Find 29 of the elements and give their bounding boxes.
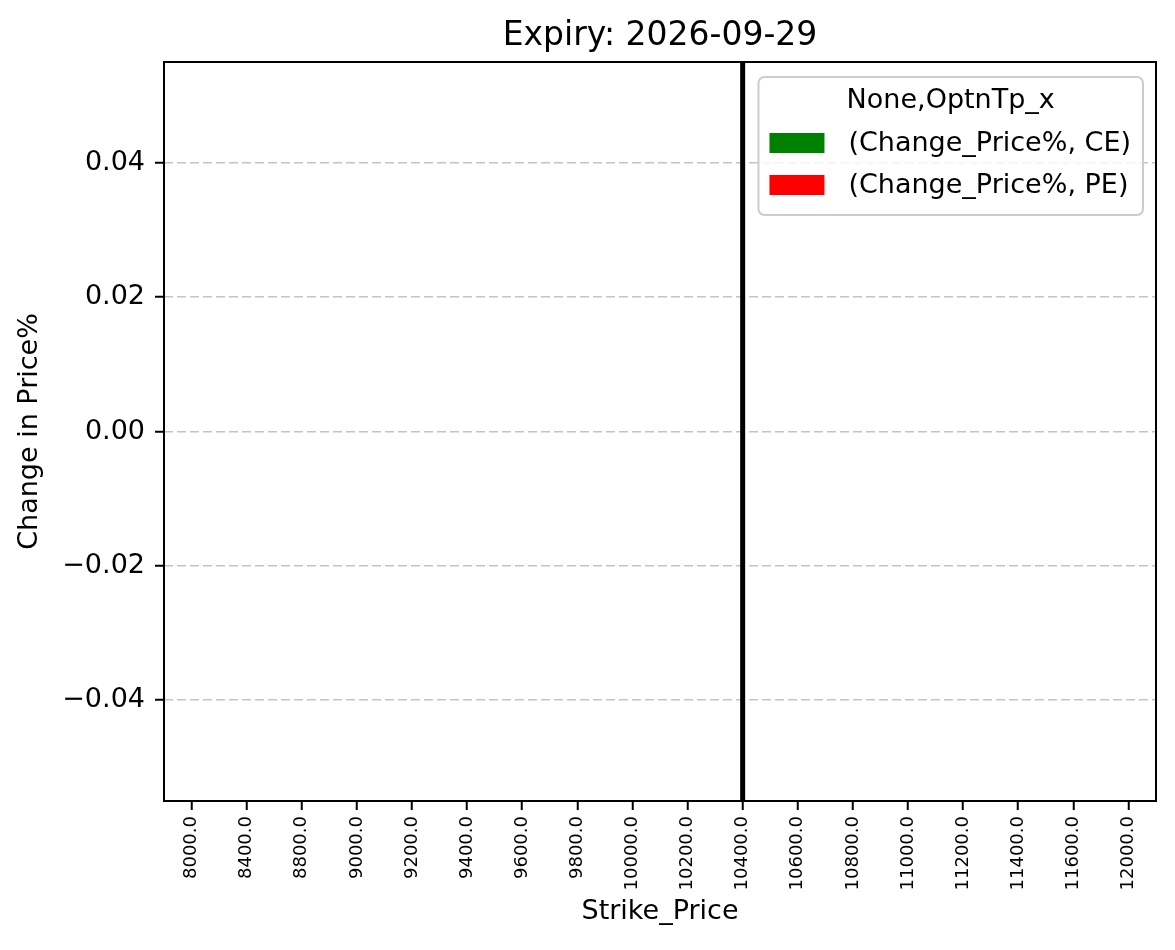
chart-title: Expiry: 2026-09-29: [502, 13, 818, 53]
x-tick-label: 10200.0: [675, 816, 697, 891]
x-tick-label: 10000.0: [620, 816, 642, 891]
x-tick-label: 9600.0: [509, 816, 531, 879]
x-tick-label: 9400.0: [454, 816, 476, 879]
x-tick-label: 11200.0: [950, 816, 972, 891]
x-tick-label: 9000.0: [344, 816, 366, 879]
x-tick-label: 11000.0: [895, 816, 917, 891]
x-tick-label: 8800.0: [289, 816, 311, 879]
legend-label: (Change_Price%, PE): [848, 168, 1129, 200]
x-axis-title: Strike_Price: [581, 893, 739, 925]
legend-title: None,OptnTp_x: [846, 83, 1055, 115]
y-axis-title: Change in Price%: [12, 313, 44, 550]
y-tick-label: −0.02: [62, 547, 145, 579]
x-tick-label: 12000.0: [1116, 816, 1138, 891]
x-tick-label: 8000.0: [179, 816, 201, 879]
legend-label: (Change_Price%, CE): [848, 126, 1132, 158]
y-tick-label: 0.02: [84, 279, 145, 311]
x-tick-label: 11400.0: [1005, 816, 1027, 891]
x-tick-label: 10400.0: [730, 816, 752, 891]
x-tick-label: 9800.0: [565, 816, 587, 879]
y-tick-label: 0.04: [84, 144, 145, 176]
x-tick-label: 8400.0: [234, 816, 256, 879]
x-tick-label: 9200.0: [399, 816, 421, 879]
y-tick-label: 0.00: [84, 413, 145, 445]
x-tick-label: 10800.0: [840, 816, 862, 891]
x-tick-label: 10600.0: [785, 816, 807, 891]
x-tick-label: 11600.0: [1061, 816, 1083, 891]
y-tick-label: −0.04: [62, 682, 145, 714]
